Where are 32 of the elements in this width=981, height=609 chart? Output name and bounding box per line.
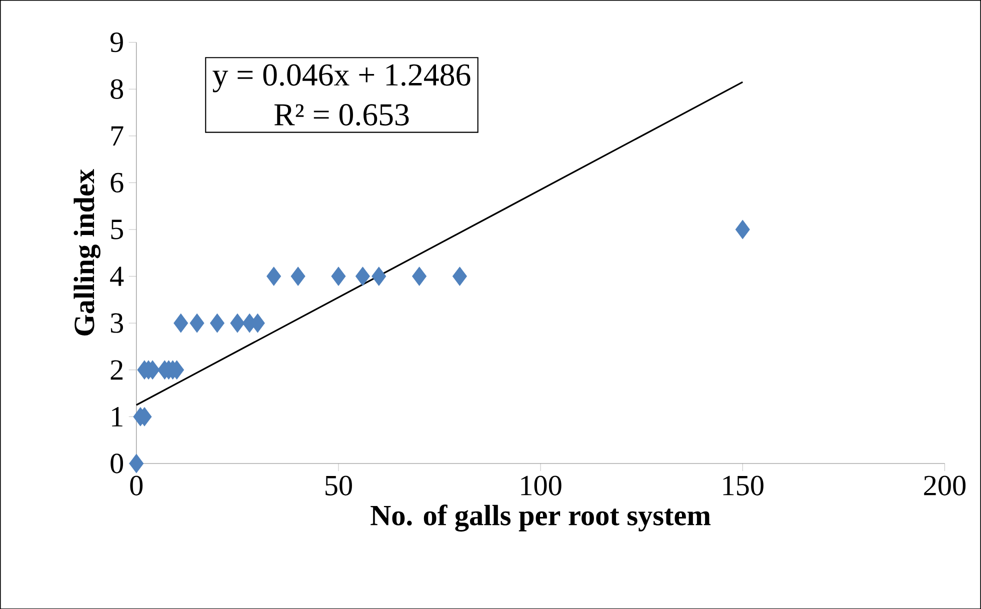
x-tick-label: 0: [130, 476, 143, 496]
x-tick-label: 50: [326, 476, 352, 496]
x-tick-label: 150: [723, 476, 764, 496]
x-tick-label: 200: [924, 476, 966, 496]
point: [372, 266, 386, 286]
x-tick-label: 100: [521, 476, 562, 496]
point: [266, 266, 282, 286]
point: [355, 266, 370, 286]
y-tick-label: 7: [111, 126, 124, 146]
y-tick-label: 8: [110, 79, 124, 99]
y-tick-label: 9: [110, 32, 123, 52]
point: [129, 454, 144, 473]
point: [210, 313, 224, 332]
point: [452, 266, 467, 286]
y-axis-title: Galling index: [74, 168, 100, 336]
point: [174, 313, 188, 332]
y-tick-label: 2: [110, 360, 123, 380]
x-axis-title: No. of galls per root system: [370, 504, 711, 532]
y-tick-label: 4: [110, 266, 124, 286]
point: [331, 266, 346, 286]
point: [230, 313, 245, 332]
y-tick-label: 1: [112, 406, 122, 426]
point: [190, 313, 204, 332]
y-tick-label: 0: [110, 453, 124, 474]
point: [290, 266, 306, 286]
y-tick-label: 3: [110, 313, 124, 333]
y-tick-label: 5: [111, 220, 124, 240]
y-tick-label: 6: [110, 172, 124, 192]
point: [412, 266, 427, 286]
point: [735, 220, 750, 239]
annotation: R² = 0.653: [274, 104, 409, 126]
annotation: y = 0.046x + 1.2486: [212, 64, 470, 92]
